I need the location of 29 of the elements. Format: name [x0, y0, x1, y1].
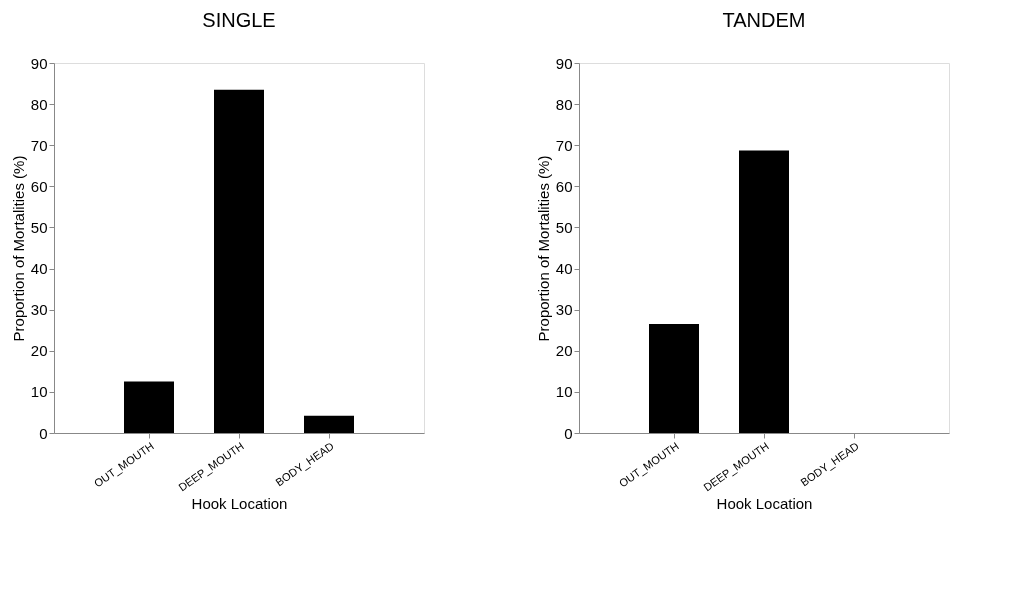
chart-title: TANDEM [722, 9, 806, 31]
y-tick-label: 80 [555, 95, 573, 113]
y-tick-label: 50 [30, 218, 48, 236]
bar [304, 415, 354, 433]
y-tick-label: 20 [555, 342, 573, 360]
y-tick-label: 40 [555, 260, 573, 278]
y-tick-label: 60 [555, 177, 573, 195]
y-tick-label: 60 [30, 177, 48, 195]
x-axis-title: Hook Location [191, 495, 288, 513]
y-tick-label: 70 [30, 136, 48, 154]
y-axis-title: Proportion of Mortalities (%) [534, 155, 552, 342]
y-tick-label: 90 [30, 54, 48, 72]
y-tick-label: 10 [30, 383, 48, 401]
y-tick-label: 70 [555, 136, 573, 154]
bar [214, 89, 264, 433]
chart-title: SINGLE [202, 9, 276, 31]
bar [124, 381, 174, 433]
y-tick-label: 30 [30, 301, 48, 319]
y-tick-label: 30 [555, 301, 573, 319]
y-tick-label: 40 [30, 260, 48, 278]
y-tick-label: 20 [30, 342, 48, 360]
y-tick-label: 50 [555, 218, 573, 236]
y-tick-label: 0 [39, 424, 48, 442]
y-tick-label: 0 [564, 424, 573, 442]
y-tick-label: 10 [555, 383, 573, 401]
y-tick-label: 80 [30, 95, 48, 113]
y-axis-title: Proportion of Mortalities (%) [9, 155, 27, 342]
y-tick-label: 90 [555, 54, 573, 72]
x-axis-title: Hook Location [716, 495, 813, 513]
